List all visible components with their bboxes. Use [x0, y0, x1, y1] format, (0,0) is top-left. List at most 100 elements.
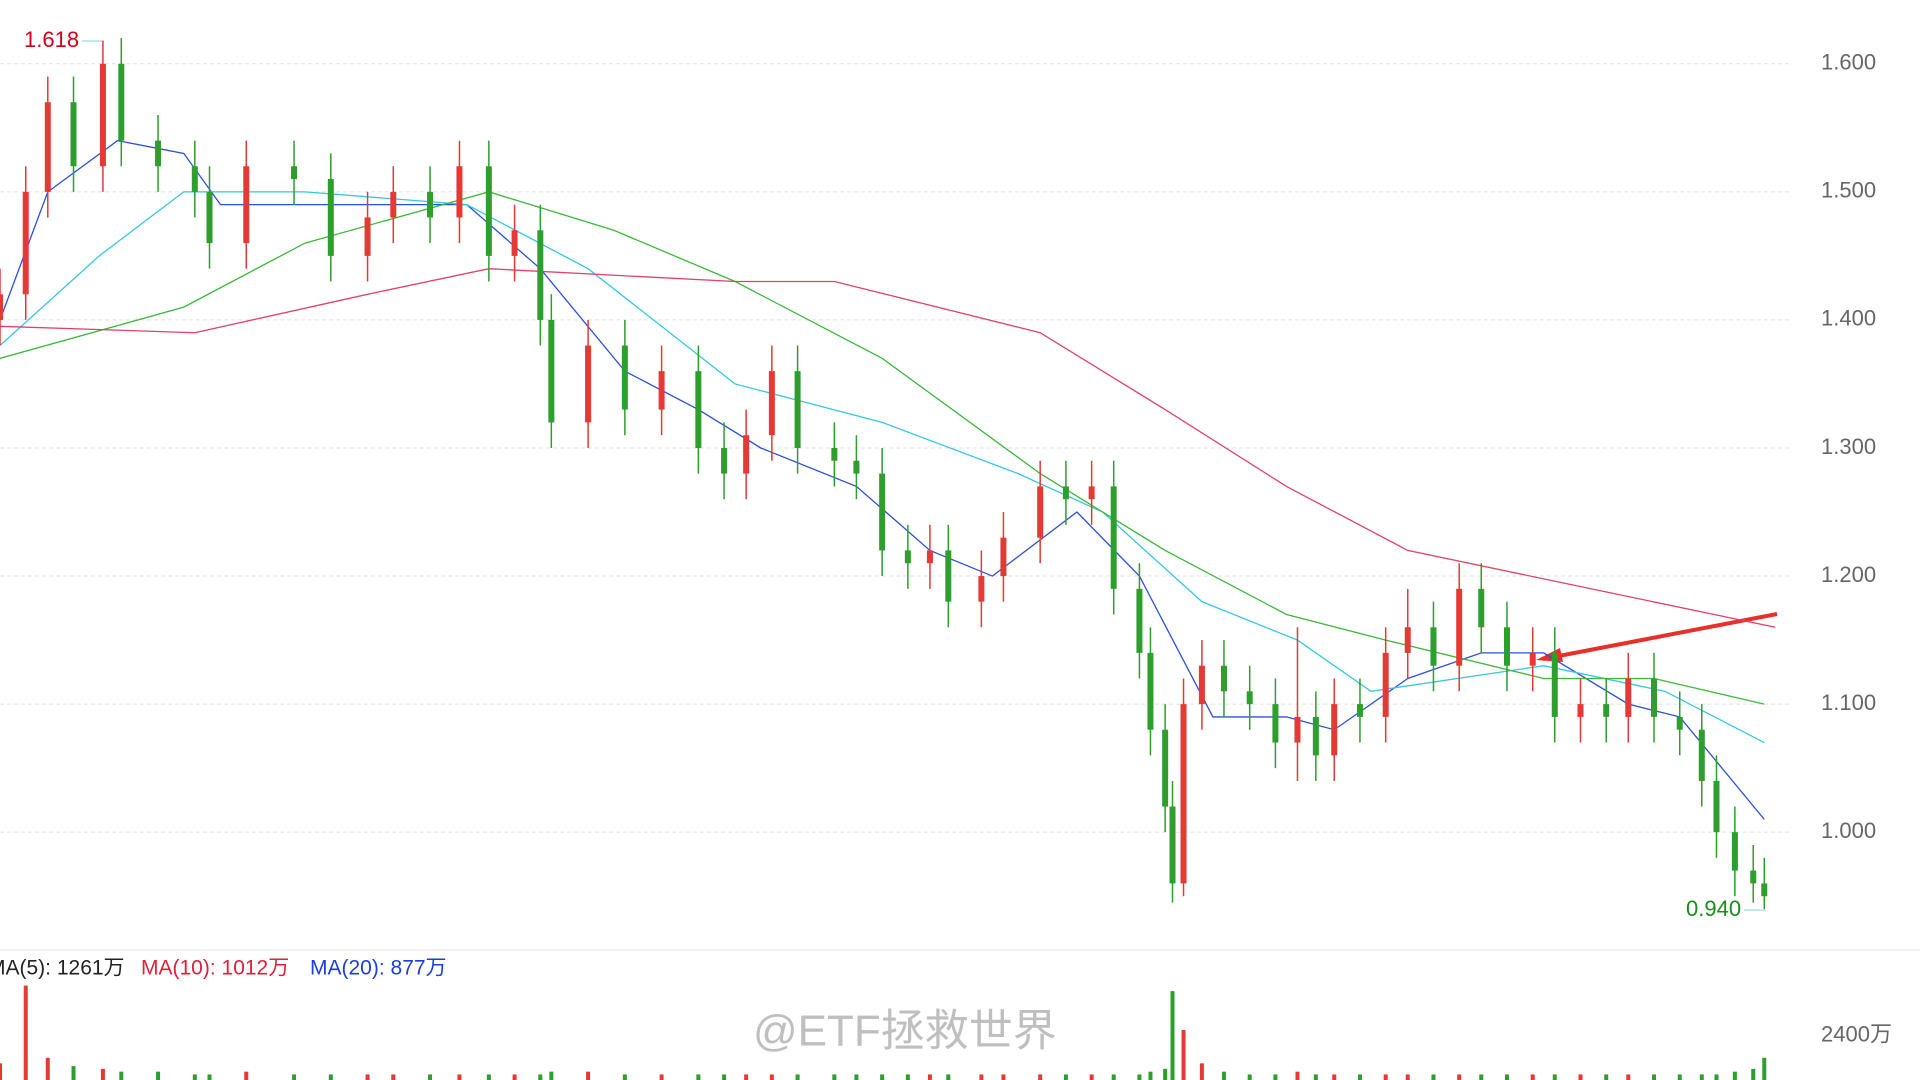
volume-bar [795, 1074, 800, 1080]
candle-body [243, 166, 250, 244]
candle-body [1136, 588, 1143, 653]
candle-body [456, 166, 463, 218]
volume-bar [586, 1071, 591, 1080]
volume-bar [192, 1074, 197, 1080]
volume-legend: MA(5): 1261万 MA(10): 1012万 MA(20): 877万 [0, 957, 447, 980]
candle-body [978, 576, 985, 602]
candle-body [1294, 716, 1301, 743]
volume-bar [769, 1074, 774, 1080]
volume-bar [1332, 1074, 1337, 1080]
candle-body [70, 102, 77, 167]
volume-bar [1504, 1074, 1509, 1080]
candle-body [548, 319, 555, 423]
candle-body [1062, 486, 1069, 500]
ma-line [0, 191, 1765, 705]
volume-bar [622, 1074, 627, 1080]
candle-body [831, 447, 838, 461]
y-tick-label: 1.600 [1821, 50, 1876, 75]
volume-bar [391, 1074, 396, 1080]
candle-body [118, 63, 125, 141]
volume-bar [1751, 1068, 1756, 1080]
candle-body [743, 435, 750, 474]
volume-bar [1181, 1030, 1186, 1080]
y-tick-label: 1.500 [1821, 178, 1876, 203]
volume-bar [428, 1074, 433, 1080]
candle-body [1000, 537, 1007, 577]
volume-bar [880, 1074, 885, 1080]
volume-bar [1295, 1071, 1300, 1080]
volume-bar [1148, 1071, 1153, 1080]
candle-body [390, 191, 397, 218]
candle-body [695, 371, 702, 448]
volume-bar [1170, 991, 1175, 1080]
watermark: @ETF拯救世界 [753, 1007, 1057, 1056]
candle-body [1220, 665, 1227, 692]
candle-body [1651, 678, 1658, 717]
volume-bar [1699, 1074, 1704, 1080]
low-annotation: 0.940 [1686, 896, 1741, 921]
volume-bar [244, 1071, 249, 1080]
volume-bar [549, 1071, 554, 1080]
ma-line [0, 268, 1776, 628]
y-tick-label: 1.200 [1821, 562, 1876, 587]
candle-body [155, 140, 162, 167]
y-tick-label: 2400万 [1821, 1021, 1892, 1046]
legend-entry: MA(20): 877万 [310, 957, 447, 980]
candle-body [904, 550, 911, 564]
candle-body [1180, 704, 1187, 884]
candle-body [621, 345, 628, 410]
candle-body [1088, 486, 1095, 500]
y-tick-label: 1.300 [1821, 434, 1876, 459]
candle-body [768, 371, 775, 436]
volume-bar [0, 1063, 2, 1080]
volume-bar [45, 1057, 50, 1080]
volume-bar [156, 1071, 161, 1080]
volume-bar [292, 1074, 297, 1080]
candle-body [926, 550, 933, 564]
candle-body [1430, 627, 1437, 666]
volume-bar [1199, 1063, 1204, 1080]
volume-bar [1714, 1074, 1719, 1080]
volume-bar [512, 1074, 517, 1080]
candle-body [291, 166, 298, 180]
candle-body [1577, 704, 1584, 717]
volume-bar [457, 1074, 462, 1080]
candle-body [945, 550, 952, 602]
candle-body [1382, 652, 1389, 717]
candle-body [537, 230, 544, 320]
candle-body [1110, 486, 1117, 589]
candle-body [99, 63, 106, 167]
volume-bar [100, 1068, 105, 1080]
legend-entry: MA(5): 1261万 [0, 957, 125, 980]
legend-entry: MA(10): 1012万 [141, 957, 289, 980]
candle-body [1037, 486, 1044, 538]
volume-bar [1677, 1074, 1682, 1080]
volume-bar [1137, 1074, 1142, 1080]
candle-body [44, 102, 51, 192]
volume-bar [1604, 1074, 1609, 1080]
volume-bar [854, 1074, 859, 1080]
candle-body [22, 191, 29, 295]
candle-body [364, 217, 371, 256]
candle-body [1676, 716, 1683, 730]
candle-body [1478, 588, 1485, 628]
volume-bar [1038, 1074, 1043, 1080]
volume-bar [1221, 1071, 1226, 1080]
volume-bar [1357, 1074, 1362, 1080]
volume-bar [1762, 1057, 1767, 1080]
volume-bar [927, 1074, 932, 1080]
volume-bar [1273, 1074, 1278, 1080]
volume-bar [722, 1074, 727, 1080]
volume-bar [1732, 1071, 1737, 1080]
candle-body [1246, 691, 1253, 705]
candle-body [1551, 652, 1558, 717]
candle-body [1147, 652, 1154, 730]
candle-body [853, 460, 860, 474]
candle-body [1731, 832, 1738, 871]
candle-body [427, 191, 434, 218]
volume-bar [119, 1071, 124, 1080]
volume-bar [365, 1074, 370, 1080]
candle-body [879, 473, 886, 551]
candle-body [191, 166, 198, 192]
